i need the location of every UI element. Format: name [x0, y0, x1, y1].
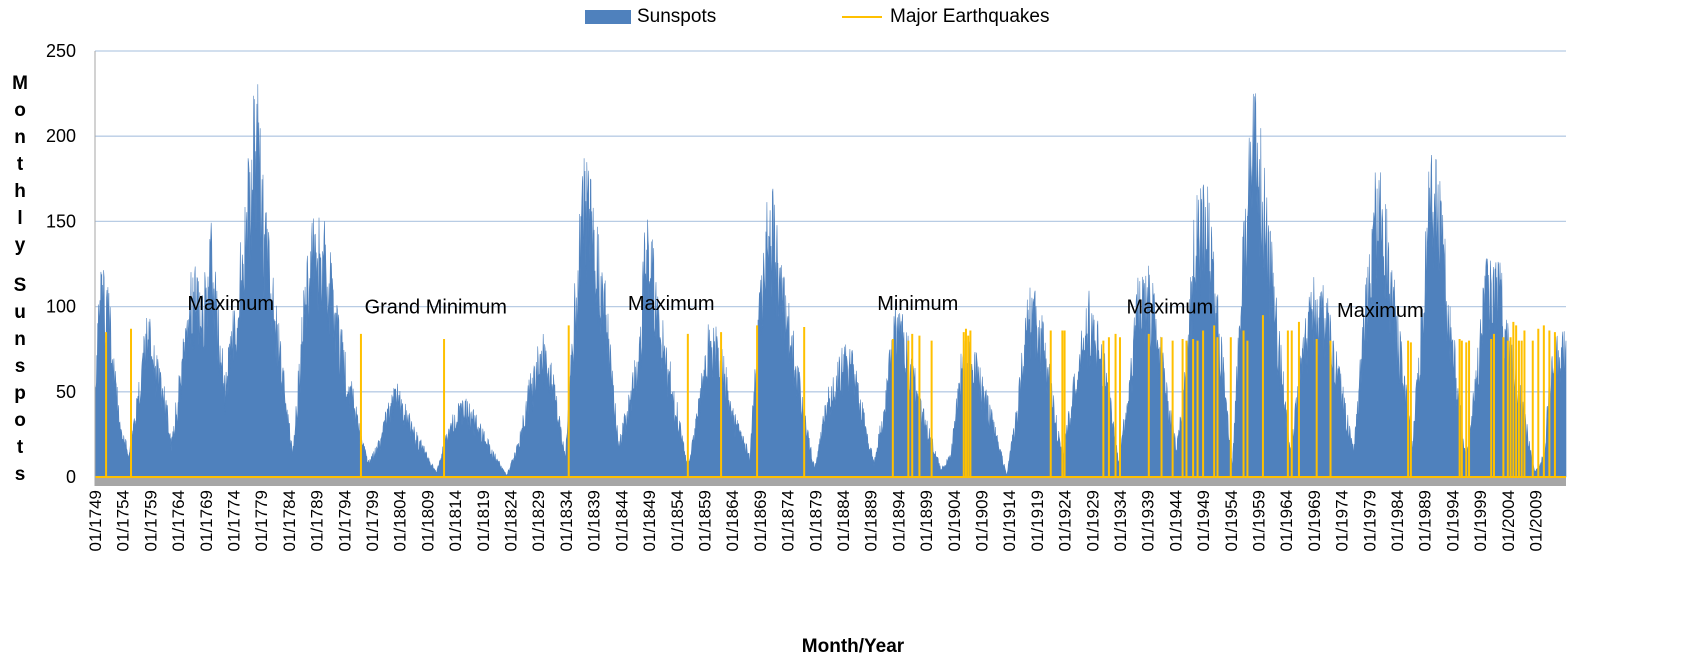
y-tick-label: 200 — [46, 126, 76, 146]
y-axis-title-letter: n — [14, 329, 26, 350]
x-tick-label: 01/1979 — [1360, 490, 1379, 551]
x-tick-label: 01/2009 — [1527, 490, 1546, 551]
y-axis-title-letter: p — [14, 383, 26, 404]
x-tick-label: 01/1974 — [1333, 490, 1352, 551]
legend-label-sunspots: Sunspots — [637, 6, 717, 27]
x-tick-label: 01/1924 — [1056, 490, 1075, 551]
x-tick-label: 01/1834 — [557, 490, 576, 551]
y-tick-label: 150 — [46, 211, 76, 231]
y-axis-title-letter: y — [14, 235, 26, 256]
x-tick-label: 01/1809 — [418, 490, 437, 551]
x-tick-label: 01/1999 — [1471, 490, 1490, 551]
x-tick-label: 01/1939 — [1139, 490, 1158, 551]
x-tick-label: 01/1869 — [751, 490, 770, 551]
x-tick-label: 01/1764 — [169, 490, 188, 551]
x-tick-label: 01/1839 — [585, 490, 604, 551]
x-tick-label: 01/1844 — [612, 490, 631, 551]
y-axis-title-letter: u — [14, 302, 26, 323]
x-tick-label: 01/1929 — [1083, 490, 1102, 551]
x-tick-label: 01/1934 — [1111, 490, 1130, 551]
legend-item-earthquakes: Major Earthquakes — [842, 6, 1049, 28]
x-tick-label: 01/1814 — [446, 490, 465, 551]
x-tick-label: 01/1804 — [391, 490, 410, 551]
x-tick-label: 01/1859 — [695, 490, 714, 551]
y-axis-title-letter: S — [13, 275, 27, 296]
x-tick-label: 01/1969 — [1305, 490, 1324, 551]
legend-item-sunspots: Sunspots — [585, 6, 716, 28]
x-tick-label: 01/1984 — [1388, 490, 1407, 551]
annotation-label: Maximum — [1127, 296, 1214, 318]
y-tick-label: 50 — [56, 382, 76, 402]
x-axis-baseline — [95, 477, 1566, 486]
x-tick-label: 01/1789 — [308, 490, 327, 551]
y-axis-title-letter: s — [14, 356, 26, 377]
x-tick-label: 01/1994 — [1443, 490, 1462, 551]
y-axis-title-letter: l — [17, 208, 23, 229]
x-tick-label: 01/1754 — [114, 490, 133, 551]
x-tick-label: 01/1749 — [86, 490, 105, 551]
legend-swatch-earthquakes — [842, 16, 882, 18]
annotation-label: Minimum — [877, 293, 958, 315]
y-tick-label: 0 — [66, 467, 76, 487]
x-tick-label: 01/1794 — [335, 490, 354, 551]
legend-label-earthquakes: Major Earthquakes — [890, 6, 1050, 27]
x-tick-label: 01/1909 — [972, 490, 991, 551]
x-tick-label: 01/1949 — [1194, 490, 1213, 551]
y-axis-title-letter: n — [14, 127, 26, 148]
x-tick-label: 01/1919 — [1028, 490, 1047, 551]
annotation-label: Maximum — [187, 293, 274, 315]
series-sunspots-area — [94, 84, 1567, 478]
x-tick-label: 01/1914 — [1000, 490, 1019, 551]
y-axis-title-letter: o — [14, 410, 26, 431]
x-tick-label: 01/1819 — [474, 490, 493, 551]
y-axis-title-letter: t — [16, 437, 24, 458]
x-tick-label: 01/1894 — [889, 490, 908, 551]
x-tick-label: 01/1954 — [1222, 490, 1241, 551]
y-axis-title-letter: o — [14, 100, 26, 121]
x-tick-label: 01/1904 — [945, 490, 964, 551]
x-tick-label: 01/1884 — [834, 490, 853, 551]
legend-swatch-sunspots — [585, 10, 631, 24]
x-tick-label: 01/2004 — [1499, 490, 1518, 551]
x-tick-label: 01/1874 — [779, 490, 798, 551]
x-tick-label: 01/1769 — [197, 490, 216, 551]
y-axis-title-letter: h — [14, 181, 26, 202]
x-tick-label: 01/1989 — [1416, 490, 1435, 551]
x-axis-title: Month/Year — [801, 636, 905, 657]
y-axis-title-letter: s — [14, 464, 26, 485]
x-tick-label: 01/1964 — [1277, 490, 1296, 551]
x-tick-label: 01/1774 — [225, 490, 244, 551]
x-tick-label: 01/1759 — [141, 490, 160, 551]
annotation-label: Maximum — [628, 293, 715, 315]
y-axis-title-letter: t — [16, 154, 24, 175]
y-tick-label: 100 — [46, 297, 76, 317]
x-tick-label: 01/1944 — [1166, 490, 1185, 551]
x-tick-label: 01/1824 — [502, 490, 521, 551]
annotation-label: Grand Minimum — [365, 296, 507, 318]
x-tick-label: 01/1829 — [529, 490, 548, 551]
x-tick-label: 01/1889 — [862, 490, 881, 551]
x-tick-label: 01/1849 — [640, 490, 659, 551]
y-tick-label: 250 — [46, 41, 76, 61]
legend: Sunspots Major Earthquakes — [0, 4, 1706, 32]
annotation-label: Maximum — [1337, 300, 1424, 322]
x-tick-label: 01/1799 — [363, 490, 382, 551]
x-tick-label: 01/1784 — [280, 490, 299, 551]
x-tick-label: 01/1879 — [806, 490, 825, 551]
x-tick-label: 01/1959 — [1250, 490, 1269, 551]
x-tick-label: 01/1779 — [252, 490, 271, 551]
x-tick-label: 01/1899 — [917, 490, 936, 551]
x-tick-label: 01/1864 — [723, 490, 742, 551]
x-tick-label: 01/1854 — [668, 490, 687, 551]
y-axis-title-letter: M — [12, 73, 28, 94]
